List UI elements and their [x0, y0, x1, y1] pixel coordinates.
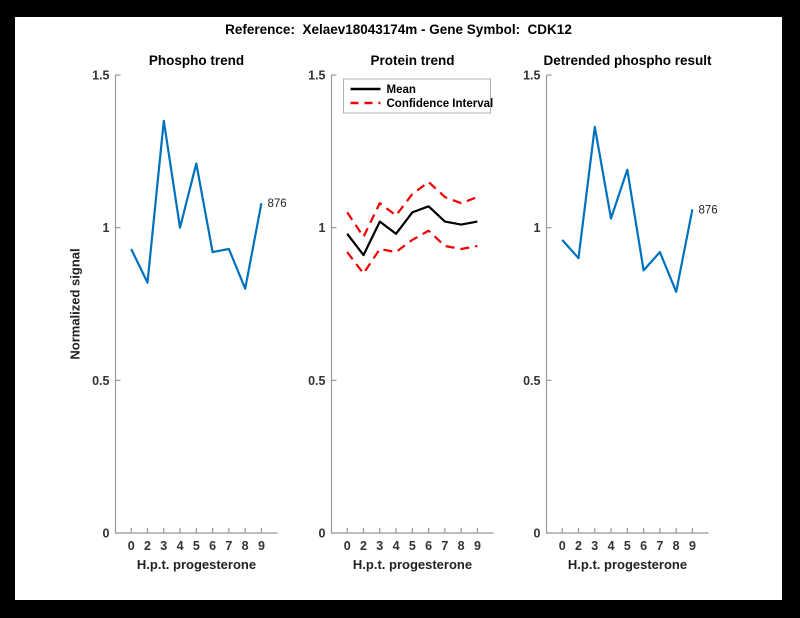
y-tick-label: 1: [319, 221, 326, 235]
legend-item-label: Mean: [387, 84, 416, 96]
x-tick-label: 2: [144, 539, 151, 553]
y-tick-label: 1.5: [523, 69, 540, 83]
legend-item-label: Confidence Interval: [387, 98, 494, 110]
x-tick-label: 3: [160, 539, 167, 553]
x-tick-label: 6: [425, 539, 432, 553]
y-tick-label: 1: [103, 221, 110, 235]
endpoint-label: 876: [698, 204, 717, 216]
x-tick-label: 8: [242, 539, 249, 553]
x-tick-label: 9: [258, 539, 265, 553]
x-tick-label: 6: [640, 539, 647, 553]
subplot-title: Protein trend: [370, 53, 454, 68]
x-tick-label: 2: [575, 539, 582, 553]
x-tick-label: 3: [376, 539, 383, 553]
y-tick-label: 1: [534, 221, 541, 235]
y-axis-label: Normalized signal: [68, 248, 83, 359]
y-tick-label: 0: [534, 527, 541, 541]
x-tick-label: 5: [624, 539, 631, 553]
endpoint-label: 876: [267, 198, 286, 210]
line-ci-upper: [346, 180, 478, 238]
axis-lines: [330, 75, 494, 534]
y-tick-label: 0: [319, 527, 326, 541]
x-tick-label: 2: [360, 539, 367, 553]
x-tick-label: 4: [393, 539, 400, 553]
line-detrended-phospho: [561, 125, 694, 293]
legend-box: [343, 78, 491, 114]
line-mean: [346, 205, 478, 257]
legend: Mean Confidence Interval: [343, 78, 494, 114]
x-axis-label: H.p.t. progesterone: [568, 557, 687, 572]
x-axis-label: H.p.t. progesterone: [137, 557, 256, 572]
y-tick-label: 0.5: [308, 374, 325, 388]
x-tick-label: 0: [128, 539, 135, 553]
x-axis-label: H.p.t. progesterone: [353, 557, 472, 572]
line-phospho-signal: [130, 119, 263, 290]
x-tick-label: 4: [177, 539, 184, 553]
y-tick-label: 1.5: [92, 69, 109, 83]
axis-lines: [545, 75, 709, 534]
figure: Reference: Xelaev18043174m - Gene Symbol…: [15, 17, 782, 600]
x-tick-label: 0: [344, 539, 351, 553]
y-tick-label: 0.5: [523, 374, 540, 388]
y-tick-label: 0.5: [92, 374, 109, 388]
x-tick-label: 8: [458, 539, 465, 553]
x-tick-label: 0: [559, 539, 566, 553]
x-tick-label: 3: [591, 539, 598, 553]
axis-lines: [114, 75, 278, 534]
subplot-title: Phospho trend: [149, 53, 244, 68]
x-tick-label: 7: [656, 539, 663, 553]
x-tick-label: 4: [608, 539, 615, 553]
x-tick-label: 7: [225, 539, 232, 553]
figure-title: Reference: Xelaev18043174m - Gene Symbol…: [225, 22, 572, 37]
x-tick-label: 5: [409, 539, 416, 553]
y-tick-label: 0: [103, 527, 110, 541]
line-ci-lower: [346, 229, 478, 275]
x-tick-label: 9: [474, 539, 481, 553]
y-tick-label: 1.5: [308, 69, 325, 83]
x-tick-label: 7: [441, 539, 448, 553]
x-tick-label: 6: [209, 539, 216, 553]
x-tick-label: 8: [673, 539, 680, 553]
x-tick-label: 5: [193, 539, 200, 553]
x-tick-label: 9: [689, 539, 696, 553]
subplot-title: Detrended phospho result: [543, 53, 712, 68]
